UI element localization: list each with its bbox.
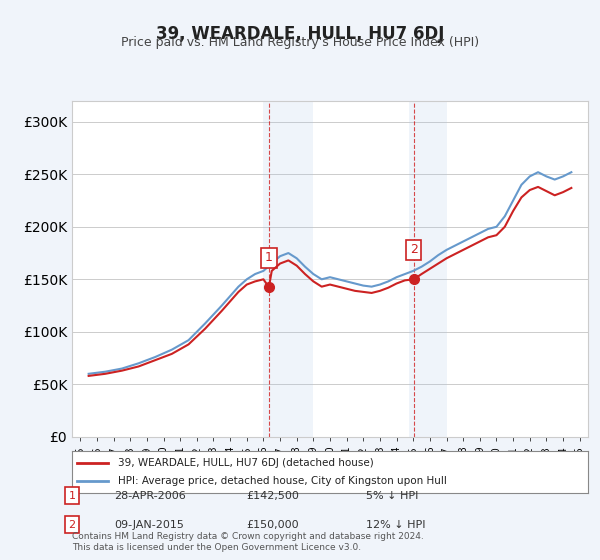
Text: £142,500: £142,500: [246, 491, 299, 501]
Text: 39, WEARDALE, HULL, HU7 6DJ: 39, WEARDALE, HULL, HU7 6DJ: [156, 25, 444, 43]
Text: 1: 1: [68, 491, 76, 501]
Bar: [263, 101, 313, 437]
Text: 2: 2: [410, 244, 418, 256]
Text: 2: 2: [68, 520, 76, 530]
Text: 09-JAN-2015: 09-JAN-2015: [114, 520, 184, 530]
Bar: [409, 101, 446, 437]
Text: 1: 1: [265, 251, 273, 264]
Text: 39, WEARDALE, HULL, HU7 6DJ (detached house): 39, WEARDALE, HULL, HU7 6DJ (detached ho…: [118, 458, 374, 468]
Text: 28-APR-2006: 28-APR-2006: [114, 491, 186, 501]
Text: 5% ↓ HPI: 5% ↓ HPI: [366, 491, 418, 501]
Text: Price paid vs. HM Land Registry's House Price Index (HPI): Price paid vs. HM Land Registry's House …: [121, 36, 479, 49]
Text: Contains HM Land Registry data © Crown copyright and database right 2024.
This d: Contains HM Land Registry data © Crown c…: [72, 532, 424, 552]
Text: £150,000: £150,000: [246, 520, 299, 530]
Text: HPI: Average price, detached house, City of Kingston upon Hull: HPI: Average price, detached house, City…: [118, 476, 448, 486]
Text: 12% ↓ HPI: 12% ↓ HPI: [366, 520, 425, 530]
